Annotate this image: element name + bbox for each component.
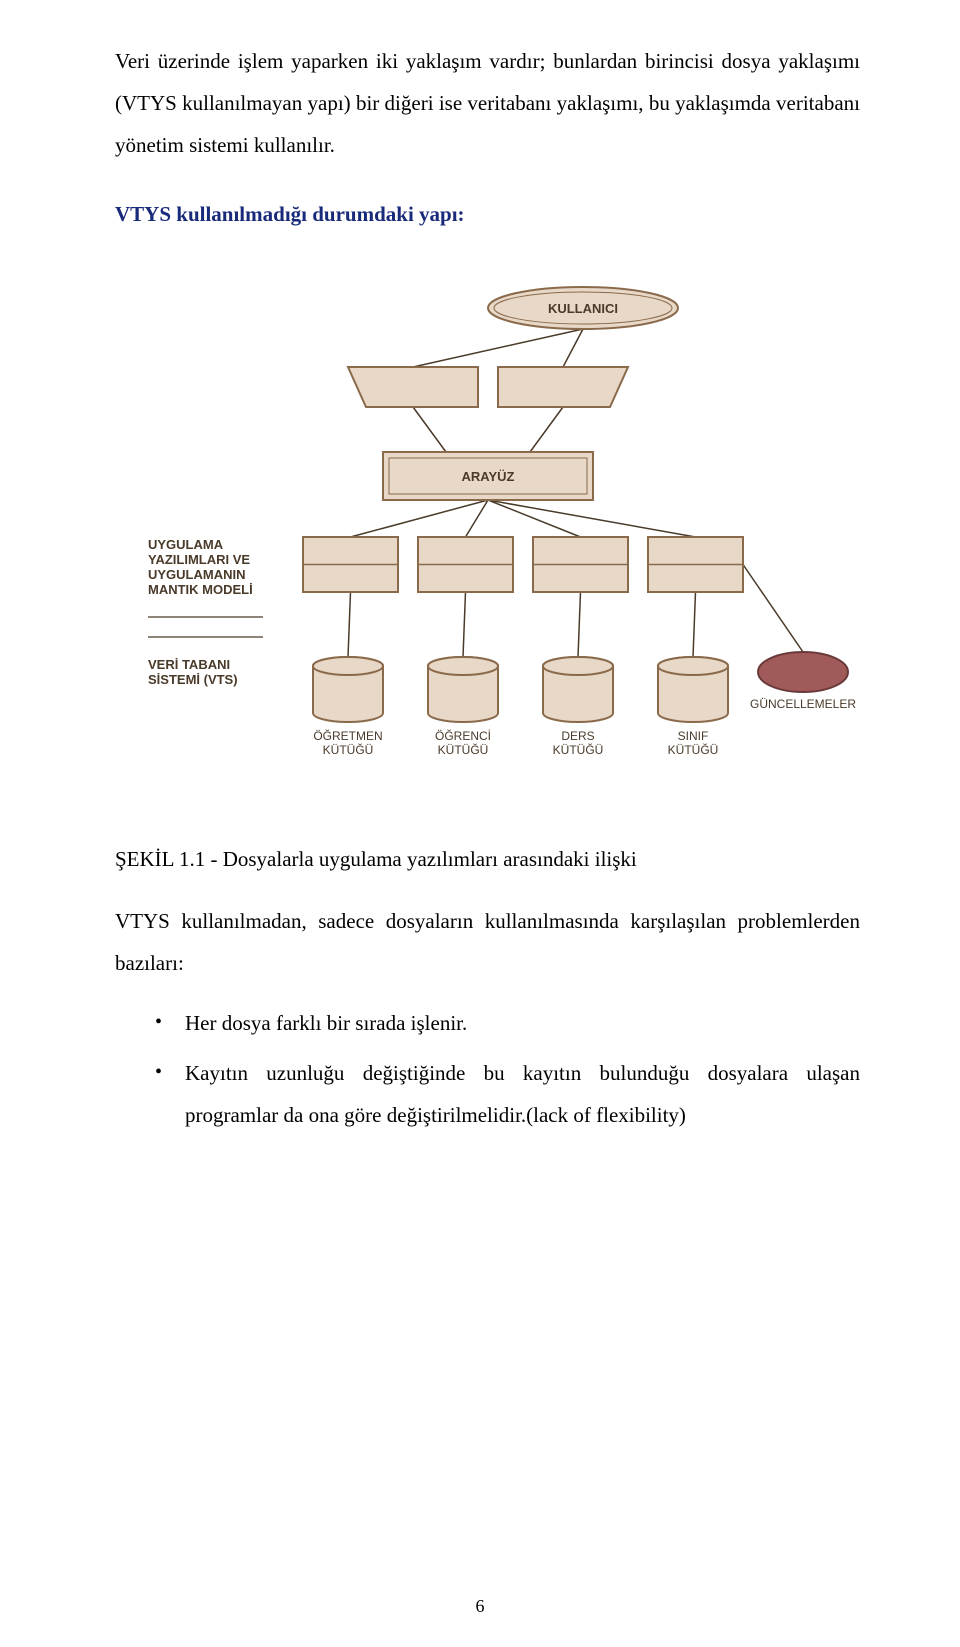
svg-text:MANTIK MODELİ: MANTIK MODELİ — [148, 582, 253, 597]
svg-text:KÜTÜĞÜ: KÜTÜĞÜ — [667, 742, 718, 757]
svg-text:YAZILIMLARI VE: YAZILIMLARI VE — [148, 552, 250, 567]
bullet-list: Her dosya farklı bir sırada işlenir. Kayı… — [155, 1002, 860, 1136]
svg-text:UYGULAMANIN: UYGULAMANIN — [148, 567, 246, 582]
svg-text:KÜTÜĞÜ: KÜTÜĞÜ — [552, 742, 603, 757]
svg-text:KULLANICI: KULLANICI — [547, 301, 617, 316]
svg-text:SİSTEMİ (VTS): SİSTEMİ (VTS) — [148, 672, 238, 687]
svg-text:ÖĞRENCİ: ÖĞRENCİ — [434, 728, 490, 743]
bullet-item: Kayıtın uzunluğu değiştiğinde bu kayıtın… — [155, 1052, 860, 1136]
svg-text:UYGULAMA: UYGULAMA — [148, 537, 224, 552]
svg-text:KÜTÜĞÜ: KÜTÜĞÜ — [322, 742, 373, 757]
intro-paragraph: Veri üzerinde işlem yaparken iki yaklaşı… — [115, 40, 860, 166]
svg-text:KÜTÜĞÜ: KÜTÜĞÜ — [437, 742, 488, 757]
svg-text:ÖĞRETMEN: ÖĞRETMEN — [313, 728, 382, 743]
figure-caption: ŞEKİL 1.1 - Dosyalarla uygulama yazılıml… — [115, 847, 860, 872]
flowchart-diagram: KULLANICI ARAYÜZ UYGULAMAYAZILIMLARI VEUYG… — [138, 257, 838, 777]
svg-text:VERİ TABANI: VERİ TABANI — [148, 657, 230, 672]
svg-text:GÜNCELLEMELER: GÜNCELLEMELER — [749, 697, 855, 711]
page-number: 6 — [0, 1596, 960, 1617]
svg-text:ARAYÜZ: ARAYÜZ — [461, 469, 514, 484]
problems-intro: VTYS kullanılmadan, sadece dosyaların ku… — [115, 900, 860, 984]
svg-text:SINIF: SINIF — [677, 729, 708, 743]
section-heading: VTYS kullanılmadığı durumdaki yapı: — [115, 202, 860, 227]
svg-text:DERS: DERS — [561, 729, 594, 743]
bullet-item: Her dosya farklı bir sırada işlenir. — [155, 1002, 860, 1044]
